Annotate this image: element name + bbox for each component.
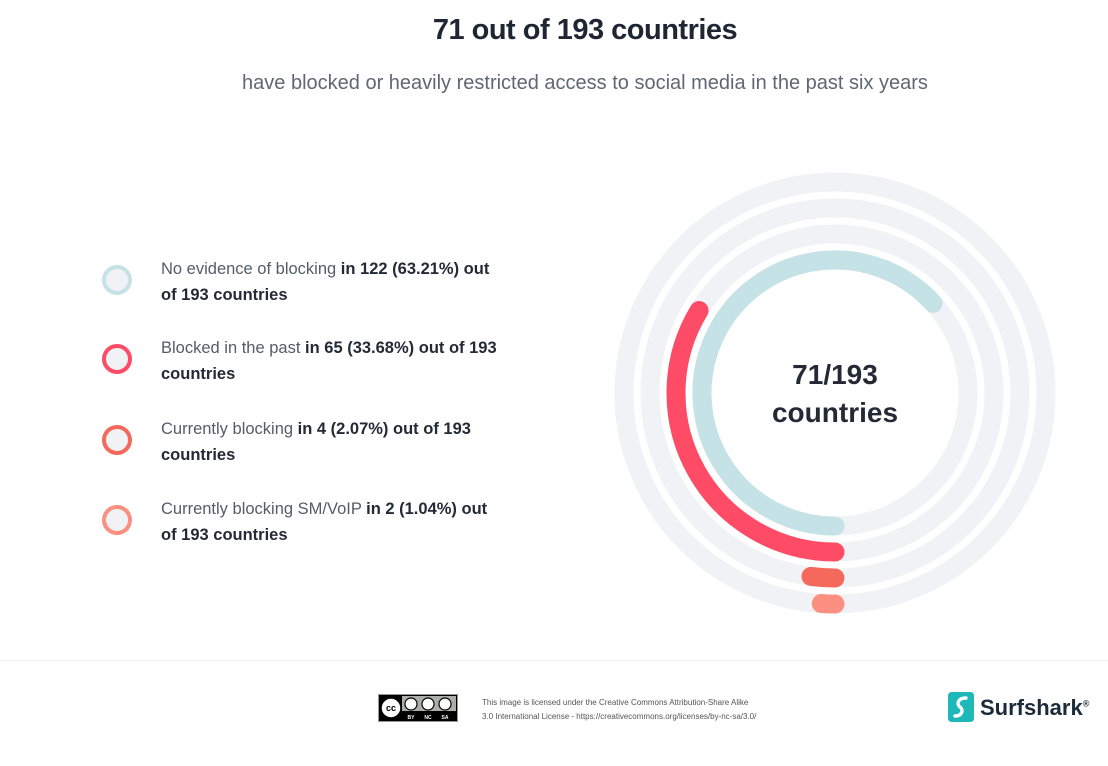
legend-marker-currently-blocking-sm-voip	[102, 505, 132, 535]
chart-title: 71 out of 193 countries	[432, 14, 738, 46]
license-line-1: This image is licensed under the Creativ…	[482, 698, 749, 707]
legend-label: Blocked in the past	[161, 339, 306, 357]
legend-text: Currently blocking SM/VoIP in 2 (1.04%) …	[161, 496, 501, 548]
legend-value: in 2 (1.04%) out of 193 countries	[161, 500, 488, 544]
legend-value: in 65 (33.68%) out of 193 countries	[161, 339, 497, 383]
legend-value: in 122 (63.21%) out of 193 countries	[161, 260, 490, 304]
arc-blocked-in-the-past	[666, 301, 845, 562]
legend-label: Currently blocking SM/VoIP	[161, 500, 367, 518]
legend-text: Currently blocking in 4 (2.07%) out of 1…	[161, 416, 501, 468]
cc-license-icon: cc BY NC SA	[379, 695, 457, 721]
legend-text: Blocked in the past in 65 (33.68%) out o…	[161, 335, 501, 387]
brand-name: Surfshark®	[980, 695, 1089, 721]
brand-name-text: Surfshark	[980, 695, 1083, 720]
cc-nc-label: NC	[424, 715, 432, 721]
radial-chart: 71/193 countries	[612, 170, 1058, 616]
legend-label: Currently blocking	[161, 420, 298, 438]
legend-text: No evidence of blocking in 122 (63.21%) …	[161, 256, 501, 308]
footer-divider	[0, 660, 1108, 661]
legend-label: No evidence of blocking	[161, 260, 341, 278]
legend-marker-currently-blocking	[102, 425, 132, 455]
brand-registered-mark: ®	[1082, 698, 1090, 709]
legend-marker-no-evidence	[102, 265, 132, 295]
center-label-unit: countries	[771, 397, 899, 428]
legend-marker-blocked-past	[102, 344, 132, 374]
cc-by-label: BY	[408, 715, 416, 721]
cc-license-badge: cc BY NC SA	[378, 694, 458, 722]
surfshark-logo-icon	[948, 692, 974, 722]
center-label-fraction: 71/193	[792, 359, 878, 390]
legend-value: in 4 (2.07%) out of 193 countries	[161, 420, 471, 464]
arc-no-evidence-of-blocking	[692, 250, 943, 536]
center-label: 71/193 countries	[612, 356, 1058, 432]
chart-subtitle: have blocked or heavily restricted acces…	[242, 72, 928, 94]
arc-currently-blocking	[801, 566, 845, 588]
license-text: This image is licensed under the Creativ…	[482, 696, 782, 724]
radial-chart-svg	[614, 172, 1056, 614]
license-line-2: 3.0 International License - https://crea…	[482, 712, 757, 721]
cc-sa-label: SA	[442, 715, 449, 721]
cc-text: cc	[386, 703, 396, 713]
chart-center	[741, 299, 929, 487]
